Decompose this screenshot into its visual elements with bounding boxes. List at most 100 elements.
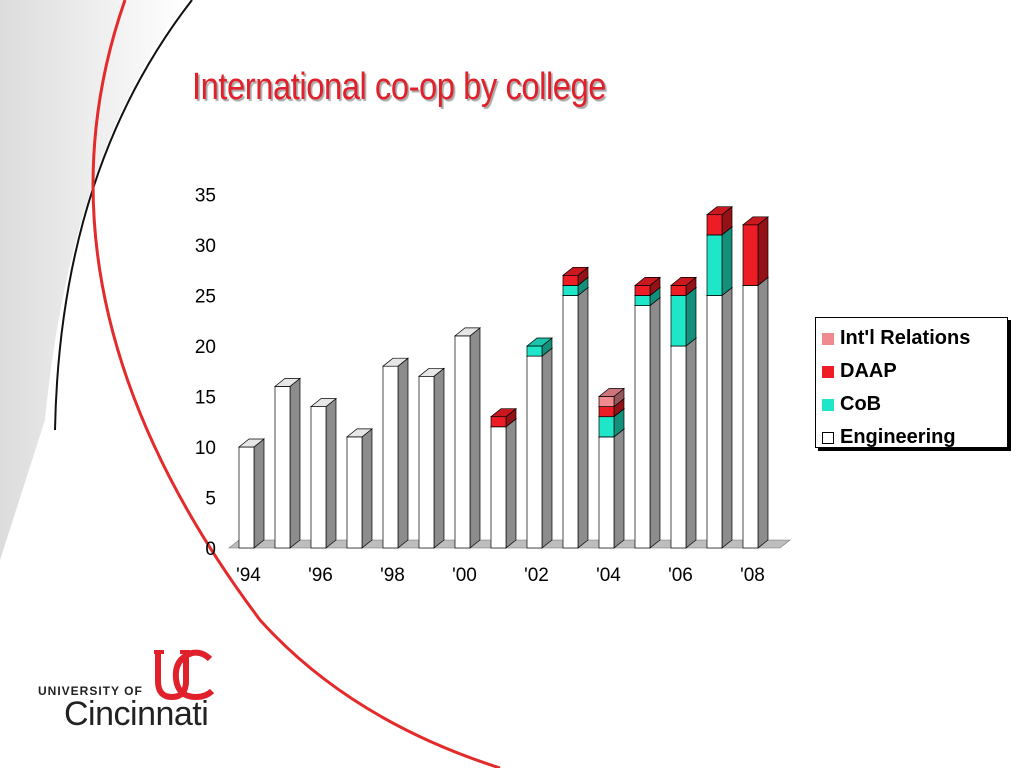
legend-swatch-daap <box>822 365 834 378</box>
bar-segment-daap-side <box>757 216 769 287</box>
bar-stack <box>526 337 553 549</box>
bar-stack <box>310 397 337 549</box>
bar-segment-engineering-top <box>454 327 481 337</box>
bar-segment-engineering <box>598 436 615 549</box>
bar-segment-daap <box>634 285 651 296</box>
bar-segment-engineering <box>346 436 363 549</box>
y-tick-label: 20 <box>195 337 216 358</box>
uc-logo-mark <box>154 649 215 701</box>
x-axis-ticks: '94 '96 '98 '00 '02 '04 '06 '08 <box>236 565 765 586</box>
bar-segment-cob-top <box>526 337 553 347</box>
bar-segment-daap <box>742 224 759 286</box>
bar-segment-engineering-side <box>757 276 769 549</box>
legend-label: Engineering <box>840 426 956 448</box>
bar-segment-int-l-relations-top <box>598 388 625 397</box>
bar-segment-cob <box>706 234 723 296</box>
x-tick-label: '08 <box>740 565 765 586</box>
legend-swatch-intl-relations <box>822 332 834 345</box>
legend-swatch-cob <box>822 398 834 411</box>
bar-segment-engineering <box>742 285 759 549</box>
bar-segment-daap <box>562 274 579 286</box>
bar-stack <box>634 276 661 549</box>
bar-segment-engineering <box>634 305 651 549</box>
bar-segment-cob-side <box>721 226 733 297</box>
legend-label: Int'l Relations <box>840 327 971 349</box>
bar-segment-daap-top <box>670 277 697 286</box>
bar-segment-cob <box>634 295 651 306</box>
y-tick-label: 35 <box>195 186 216 207</box>
slide-title: International co-op by college <box>192 66 607 108</box>
bar-segment-engineering-side <box>253 438 265 549</box>
bar-stack <box>382 357 409 549</box>
bar-segment-engineering-side <box>361 428 373 549</box>
y-tick-label: 15 <box>195 388 216 409</box>
chart-bars <box>238 205 769 549</box>
bar-stack <box>598 387 625 549</box>
bar-segment-engineering-side <box>505 418 517 549</box>
x-tick-label: '06 <box>668 565 693 586</box>
bar-segment-engineering <box>274 386 291 549</box>
y-axis-ticks: 0 5 10 15 20 25 30 35 <box>195 186 216 561</box>
bar-segment-engineering-top <box>418 367 445 377</box>
logo-university-of: UNIVERSITY OF <box>38 684 143 698</box>
legend-label: DAAP <box>840 360 897 382</box>
bar-stack <box>238 438 265 549</box>
bar-segment-daap-top <box>490 408 517 418</box>
chart-legend: Int'l Relations DAAP CoB Engineering <box>815 317 1008 448</box>
bar-segment-cob <box>670 295 687 347</box>
bar-segment-daap <box>670 285 687 296</box>
bar-segment-engineering <box>670 345 687 549</box>
x-tick-label: '00 <box>452 565 477 586</box>
bar-segment-engineering-side <box>433 367 445 549</box>
bar-segment-engineering-top <box>238 438 265 448</box>
legend-item-cob: CoB <box>822 388 1007 421</box>
legend-item-intl-relations: Int'l Relations <box>822 322 1007 355</box>
bar-stack <box>274 377 301 549</box>
bar-stack <box>562 266 589 549</box>
bar-segment-cob <box>562 285 579 296</box>
bar-segment-engineering-side <box>325 397 337 549</box>
bar-stack <box>418 367 445 549</box>
bar-segment-engineering-side <box>721 286 733 549</box>
legend-item-daap: DAAP <box>822 355 1007 388</box>
bar-segment-engineering <box>562 295 579 549</box>
legend-label: CoB <box>840 393 882 415</box>
bar-stack <box>742 216 769 549</box>
y-tick-label: 30 <box>195 236 216 257</box>
bar-segment-engineering-side <box>469 327 481 549</box>
bar-stack <box>454 327 481 549</box>
y-tick-label: 0 <box>205 539 216 560</box>
x-tick-label: '04 <box>596 565 621 586</box>
bar-segment-daap-top <box>634 277 661 286</box>
legend-swatch-engineering <box>822 431 834 444</box>
bar-segment-daap <box>490 416 507 428</box>
background-gray-swoosh <box>0 0 185 560</box>
bar-segment-engineering-side <box>541 347 553 549</box>
bar-segment-engineering-side <box>289 377 301 549</box>
bar-segment-daap-top <box>706 206 733 216</box>
university-logo: UNIVERSITY OF Cincinnati <box>38 645 238 735</box>
bar-segment-engineering-side <box>685 337 697 549</box>
bar-segment-engineering <box>382 365 399 549</box>
x-tick-label: '96 <box>308 565 333 586</box>
bar-segment-cob <box>526 345 543 357</box>
bar-segment-cob-side <box>685 286 697 347</box>
bar-segment-daap-top <box>742 216 769 226</box>
bar-segment-daap <box>598 406 615 418</box>
bar-segment-engineering-top <box>274 378 301 387</box>
bar-segment-engineering-side <box>577 286 589 549</box>
bar-segment-cob <box>598 416 615 438</box>
bar-segment-engineering <box>238 446 255 549</box>
bar-segment-engineering-top <box>346 428 373 438</box>
bar-segment-engineering <box>490 426 507 549</box>
logo-cincinnati: Cincinnati <box>64 695 209 733</box>
background-red-arc <box>91 0 501 768</box>
bar-segment-daap <box>706 214 723 236</box>
bar-segment-engineering <box>454 335 471 549</box>
x-tick-label: '98 <box>380 565 405 586</box>
bar-segment-engineering-side <box>397 357 409 549</box>
bar-stack <box>346 428 373 549</box>
bar-segment-daap-top <box>562 266 589 276</box>
